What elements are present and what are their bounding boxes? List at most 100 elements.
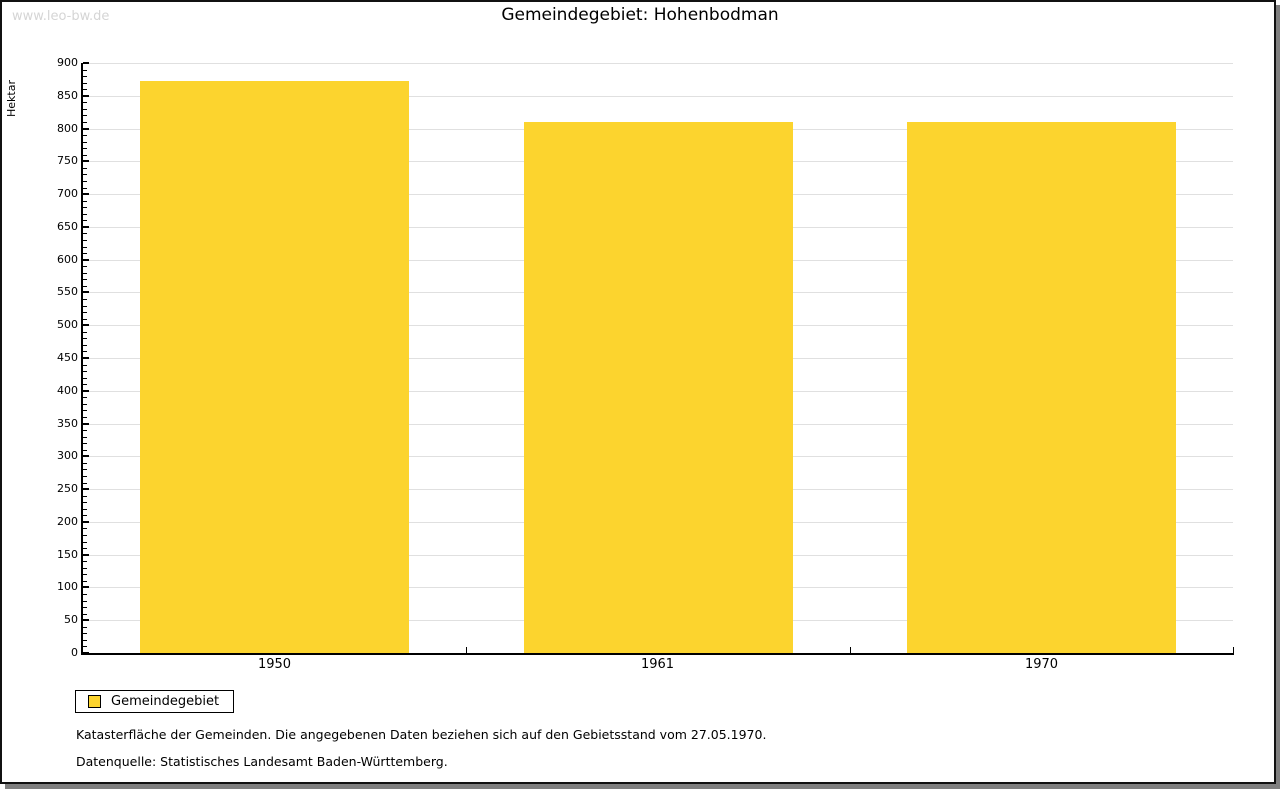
y-tick-minor-60: [83, 614, 87, 615]
y-axis-title: Hektar: [5, 80, 18, 117]
y-tick-label-450: 450: [57, 351, 78, 364]
y-tick-major-700: [83, 193, 89, 195]
y-tick-major-50: [83, 619, 89, 621]
y-tick-major-150: [83, 554, 89, 556]
y-tick-minor-470: [83, 345, 87, 346]
y-tick-minor-890: [83, 70, 87, 71]
y-tick-minor-130: [83, 568, 87, 569]
y-tick-minor-830: [83, 109, 87, 110]
y-tick-major-300: [83, 455, 89, 457]
y-tick-label-50: 50: [64, 613, 78, 626]
y-tick-label-0: 0: [71, 646, 78, 659]
y-tick-minor-190: [83, 528, 87, 529]
y-tick-minor-280: [83, 469, 87, 470]
y-tick-minor-110: [83, 581, 87, 582]
y-tick-minor-430: [83, 371, 87, 372]
y-tick-minor-390: [83, 397, 87, 398]
y-tick-major-600: [83, 259, 89, 261]
y-tick-label-650: 650: [57, 220, 78, 233]
y-tick-minor-720: [83, 181, 87, 182]
y-tick-minor-230: [83, 502, 87, 503]
y-tick-minor-180: [83, 535, 87, 536]
y-tick-major-200: [83, 521, 89, 523]
y-tick-label-750: 750: [57, 154, 78, 167]
y-tick-minor-270: [83, 476, 87, 477]
x-tick-label-1961: 1961: [640, 657, 675, 672]
legend-label: Gemeindegebiet: [111, 694, 220, 709]
y-tick-minor-160: [83, 548, 87, 549]
y-tick-major-100: [83, 586, 89, 588]
y-tick-minor-640: [83, 233, 87, 234]
y-tick-major-500: [83, 324, 89, 326]
y-tick-major-900: [83, 62, 89, 64]
y-tick-minor-730: [83, 174, 87, 175]
y-tick-label-100: 100: [57, 580, 78, 593]
y-tick-label-500: 500: [57, 318, 78, 331]
y-tick-minor-290: [83, 463, 87, 464]
y-tick-minor-880: [83, 76, 87, 77]
y-tick-minor-590: [83, 266, 87, 267]
y-tick-label-400: 400: [57, 384, 78, 397]
y-tick-minor-80: [83, 601, 87, 602]
bar-1950: [140, 81, 409, 653]
y-tick-minor-460: [83, 351, 87, 352]
y-tick-minor-260: [83, 483, 87, 484]
plot-area: [83, 63, 1233, 653]
y-tick-minor-120: [83, 574, 87, 575]
y-tick-minor-440: [83, 365, 87, 366]
y-axis-line: [81, 63, 83, 655]
y-tick-minor-580: [83, 273, 87, 274]
y-tick-minor-740: [83, 168, 87, 169]
y-tick-minor-770: [83, 148, 87, 149]
y-tick-minor-360: [83, 417, 87, 418]
watermark: www.leo-bw.de: [12, 9, 110, 24]
y-tick-minor-40: [83, 627, 87, 628]
y-tick-minor-530: [83, 306, 87, 307]
y-tick-minor-760: [83, 155, 87, 156]
y-tick-minor-490: [83, 332, 87, 333]
y-tick-minor-320: [83, 443, 87, 444]
y-tick-major-450: [83, 357, 89, 359]
y-tick-minor-10: [83, 646, 87, 647]
y-tick-minor-210: [83, 515, 87, 516]
gridline-850: [83, 96, 1233, 97]
bar-1970: [907, 122, 1176, 653]
y-tick-minor-310: [83, 450, 87, 451]
y-tick-major-400: [83, 390, 89, 392]
y-tick-label-350: 350: [57, 417, 78, 430]
y-tick-minor-240: [83, 496, 87, 497]
y-tick-minor-70: [83, 607, 87, 608]
y-tick-minor-670: [83, 214, 87, 215]
y-tick-label-900: 900: [57, 56, 78, 69]
y-tick-label-600: 600: [57, 253, 78, 266]
y-tick-minor-340: [83, 430, 87, 431]
x-tick-1: [466, 647, 467, 653]
x-axis-line: [81, 653, 1234, 655]
y-tick-minor-380: [83, 404, 87, 405]
y-tick-minor-90: [83, 594, 87, 595]
y-tick-minor-870: [83, 83, 87, 84]
y-tick-minor-410: [83, 384, 87, 385]
x-tick-3: [1233, 647, 1234, 653]
y-tick-minor-690: [83, 201, 87, 202]
footnote-source: Datenquelle: Statistisches Landesamt Bad…: [76, 754, 448, 769]
y-tick-minor-680: [83, 207, 87, 208]
y-tick-minor-840: [83, 102, 87, 103]
y-tick-minor-420: [83, 378, 87, 379]
y-tick-minor-810: [83, 122, 87, 123]
y-tick-major-850: [83, 95, 89, 97]
y-tick-label-250: 250: [57, 482, 78, 495]
y-tick-label-150: 150: [57, 548, 78, 561]
y-tick-minor-480: [83, 338, 87, 339]
y-tick-major-800: [83, 128, 89, 130]
y-tick-minor-540: [83, 299, 87, 300]
y-tick-minor-370: [83, 410, 87, 411]
footnote-description: Katasterfläche der Gemeinden. Die angege…: [76, 727, 767, 742]
y-tick-minor-140: [83, 561, 87, 562]
y-tick-label-200: 200: [57, 515, 78, 528]
x-tick-2: [850, 647, 851, 653]
y-tick-major-250: [83, 488, 89, 490]
y-tick-minor-20: [83, 640, 87, 641]
y-tick-minor-630: [83, 240, 87, 241]
